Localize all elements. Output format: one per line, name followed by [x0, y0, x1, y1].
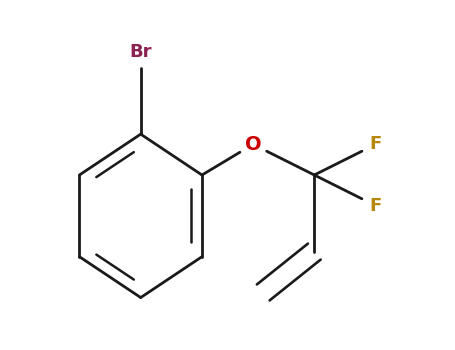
Text: F: F — [369, 197, 382, 215]
Text: O: O — [245, 135, 261, 154]
Text: Br: Br — [129, 43, 152, 62]
Text: F: F — [369, 135, 382, 153]
